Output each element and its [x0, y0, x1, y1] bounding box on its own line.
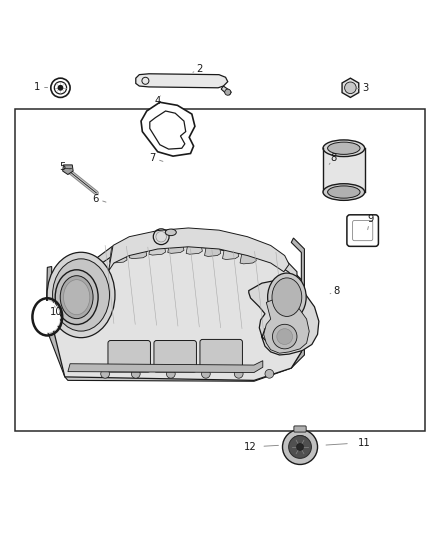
- Ellipse shape: [323, 140, 364, 157]
- Text: 10: 10: [50, 308, 62, 318]
- Polygon shape: [141, 102, 195, 156]
- Polygon shape: [291, 238, 304, 368]
- Polygon shape: [342, 78, 359, 98]
- Polygon shape: [149, 240, 166, 255]
- Polygon shape: [150, 111, 186, 149]
- Polygon shape: [46, 266, 69, 377]
- Text: 3: 3: [363, 83, 369, 93]
- Ellipse shape: [53, 259, 110, 331]
- Ellipse shape: [323, 184, 364, 200]
- Polygon shape: [240, 251, 256, 264]
- Polygon shape: [109, 228, 289, 272]
- Circle shape: [166, 369, 175, 378]
- Bar: [323, 148, 364, 192]
- Polygon shape: [186, 240, 202, 254]
- Polygon shape: [94, 233, 297, 280]
- Circle shape: [272, 324, 297, 349]
- Circle shape: [297, 443, 304, 450]
- Ellipse shape: [64, 280, 90, 314]
- Circle shape: [225, 89, 231, 95]
- Polygon shape: [205, 243, 221, 256]
- Circle shape: [345, 82, 356, 94]
- Ellipse shape: [272, 278, 302, 317]
- Ellipse shape: [60, 276, 93, 319]
- Circle shape: [234, 369, 243, 378]
- Circle shape: [131, 369, 140, 378]
- Text: 12: 12: [244, 442, 257, 452]
- Text: 8: 8: [331, 153, 337, 163]
- Circle shape: [58, 86, 63, 90]
- Polygon shape: [129, 243, 147, 259]
- Text: 7: 7: [149, 153, 155, 163]
- Circle shape: [283, 430, 318, 464]
- FancyBboxPatch shape: [108, 341, 151, 372]
- Circle shape: [201, 369, 210, 378]
- Text: 1: 1: [34, 82, 40, 92]
- FancyBboxPatch shape: [200, 340, 243, 369]
- Text: 5: 5: [59, 161, 65, 172]
- FancyBboxPatch shape: [347, 215, 378, 246]
- Circle shape: [289, 435, 311, 458]
- FancyBboxPatch shape: [353, 221, 373, 241]
- Polygon shape: [65, 359, 294, 381]
- Ellipse shape: [292, 435, 308, 448]
- Polygon shape: [223, 246, 239, 260]
- Ellipse shape: [35, 301, 60, 333]
- Circle shape: [101, 369, 110, 378]
- Ellipse shape: [328, 142, 360, 155]
- Circle shape: [277, 329, 293, 344]
- Ellipse shape: [47, 252, 115, 338]
- Circle shape: [265, 369, 274, 378]
- Text: 2: 2: [196, 63, 202, 74]
- Polygon shape: [136, 74, 228, 88]
- Ellipse shape: [328, 186, 360, 198]
- Polygon shape: [168, 239, 184, 253]
- FancyBboxPatch shape: [294, 426, 306, 432]
- Polygon shape: [264, 297, 309, 353]
- Polygon shape: [52, 238, 301, 381]
- Text: 11: 11: [358, 438, 371, 448]
- Polygon shape: [63, 165, 73, 174]
- Bar: [15, 109, 425, 431]
- Ellipse shape: [55, 270, 98, 325]
- Polygon shape: [221, 86, 231, 95]
- Text: 8: 8: [333, 286, 339, 296]
- Text: 4: 4: [155, 96, 161, 106]
- Ellipse shape: [268, 273, 306, 321]
- FancyBboxPatch shape: [154, 341, 196, 372]
- Polygon shape: [249, 280, 319, 355]
- Text: 9: 9: [367, 214, 373, 224]
- Polygon shape: [68, 361, 263, 373]
- Ellipse shape: [166, 229, 176, 236]
- Text: 6: 6: [92, 193, 99, 204]
- Polygon shape: [110, 246, 127, 263]
